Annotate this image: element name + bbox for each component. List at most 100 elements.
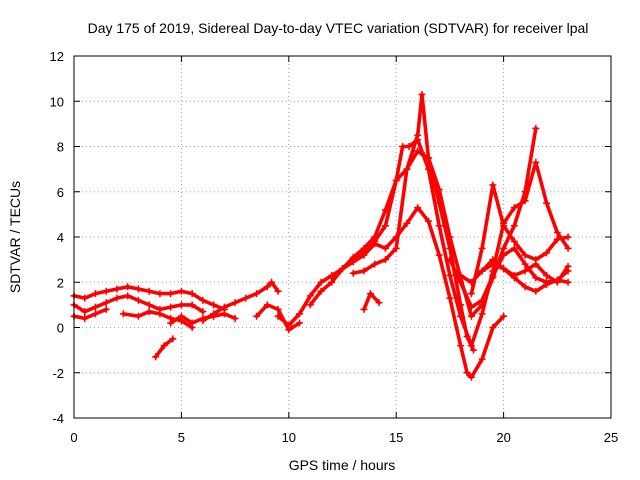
y-tick-label: -2 — [52, 366, 64, 381]
data-point — [424, 217, 432, 225]
data-point — [231, 314, 239, 322]
x-tick-label: 0 — [70, 430, 77, 445]
series-arc-8 — [253, 301, 304, 334]
data-point — [119, 310, 127, 318]
data-point — [478, 310, 486, 318]
data-point — [360, 244, 368, 252]
x-tick-label: 10 — [282, 430, 296, 445]
data-point — [366, 290, 374, 298]
data-point — [113, 285, 121, 293]
data-point — [253, 312, 261, 320]
data-point — [210, 310, 218, 318]
y-tick-label: 12 — [50, 49, 64, 64]
data-point — [521, 260, 529, 268]
data-point — [199, 317, 207, 325]
y-tick-label: 0 — [57, 321, 64, 336]
data-point — [435, 251, 443, 259]
data-point — [145, 287, 153, 295]
data-point — [156, 290, 164, 298]
data-point — [339, 265, 346, 273]
y-axis-label: SDTVAR / TECUs — [7, 181, 23, 293]
data-point — [134, 285, 142, 293]
chart-title: Day 175 of 2019, Sidereal Day-to-day VTE… — [88, 20, 589, 36]
data-point — [470, 346, 478, 354]
data-point — [124, 292, 132, 300]
data-point — [414, 204, 422, 212]
series-arc-1 — [70, 283, 228, 313]
data-point — [306, 301, 314, 309]
data-point — [510, 271, 518, 279]
x-tick-label: 20 — [496, 430, 510, 445]
data-point — [274, 287, 282, 295]
data-point — [199, 308, 207, 316]
series-line — [469, 183, 570, 296]
data-point — [188, 319, 196, 327]
series-arc-16 — [467, 181, 572, 298]
data-series-group — [70, 90, 572, 381]
data-point — [553, 278, 561, 286]
data-point — [177, 312, 185, 320]
data-point — [478, 355, 486, 363]
data-point — [134, 312, 142, 320]
y-tick-label: 2 — [57, 275, 64, 290]
data-point — [564, 262, 572, 270]
series-arc-5 — [152, 335, 177, 361]
data-point — [199, 296, 207, 304]
data-point — [188, 301, 196, 309]
y-tick-label: -4 — [52, 411, 64, 426]
data-point — [500, 222, 508, 230]
data-point — [381, 206, 389, 214]
data-point — [489, 324, 497, 331]
data-point — [156, 310, 164, 318]
data-point — [403, 219, 411, 227]
data-point — [467, 290, 475, 298]
data-point — [424, 154, 432, 162]
data-point — [349, 269, 357, 277]
data-point — [564, 278, 572, 286]
data-point — [113, 294, 121, 302]
data-point — [349, 253, 357, 261]
grid — [74, 56, 611, 418]
data-point — [306, 292, 314, 300]
data-point — [81, 314, 89, 322]
data-point — [81, 308, 89, 316]
data-point — [446, 244, 454, 252]
data-point — [543, 199, 551, 207]
y-tick-label: 8 — [57, 140, 64, 155]
data-point — [500, 312, 508, 320]
data-point — [375, 299, 383, 307]
data-point — [274, 312, 282, 320]
data-point — [188, 290, 196, 298]
data-point — [152, 353, 160, 361]
data-point — [500, 251, 508, 259]
x-tick-label: 15 — [389, 430, 403, 445]
data-point — [81, 294, 89, 302]
data-point — [457, 342, 465, 350]
data-point — [167, 319, 175, 327]
data-point — [134, 296, 142, 304]
y-tick-label: 6 — [57, 185, 64, 200]
data-point — [296, 319, 304, 327]
data-point — [446, 271, 454, 279]
data-point — [177, 287, 185, 295]
data-point — [532, 274, 540, 282]
y-tick-label: 10 — [50, 94, 64, 109]
axis-ticks: 0 5 10 15 20 25 -4 -2 0 2 4 6 8 10 12 — [50, 49, 619, 445]
data-point — [210, 301, 218, 309]
series-line — [276, 205, 506, 380]
series-line — [362, 291, 381, 312]
y-tick-label: 4 — [57, 230, 64, 245]
data-point — [414, 147, 422, 155]
series-line — [351, 92, 476, 352]
data-point — [435, 199, 443, 207]
data-point — [145, 308, 153, 316]
data-point — [177, 301, 185, 309]
data-point — [457, 301, 465, 309]
data-point — [478, 296, 486, 304]
series-arc-17 — [478, 256, 572, 286]
data-point — [418, 90, 426, 98]
data-point — [521, 267, 529, 275]
data-point — [510, 204, 518, 212]
data-point — [167, 303, 175, 311]
data-point — [381, 256, 389, 264]
